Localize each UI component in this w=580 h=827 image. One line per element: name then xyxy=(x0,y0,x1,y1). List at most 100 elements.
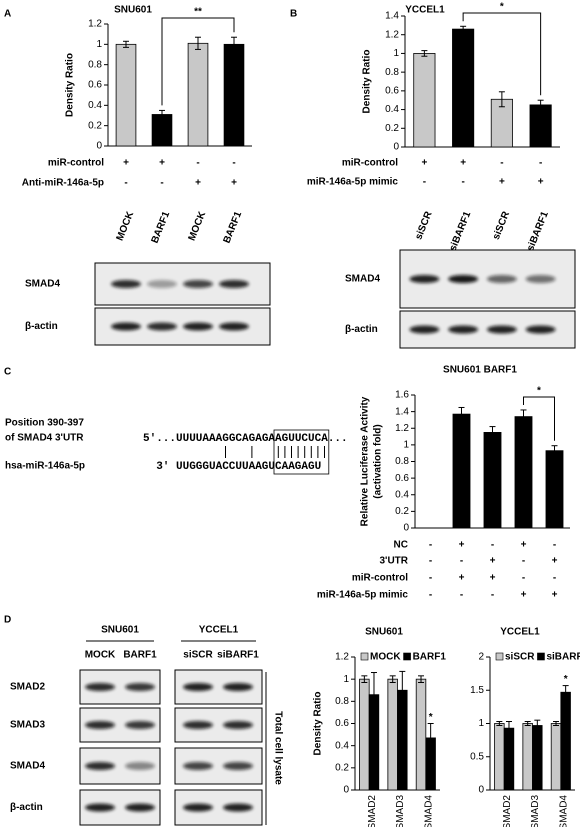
condition-sign: + xyxy=(552,556,558,567)
blot-band xyxy=(85,721,115,729)
condition-sign: - xyxy=(461,177,464,188)
bar xyxy=(223,43,245,147)
x-tick-label: SMAD2 xyxy=(367,795,378,827)
significance-label: * xyxy=(500,2,504,13)
blot-band xyxy=(409,275,440,283)
blot-band xyxy=(223,721,253,729)
condition-sign: + xyxy=(195,178,201,189)
condition-label: miR-146a-5p mimic xyxy=(307,177,399,188)
blot-group-label: YCCEL1 xyxy=(199,625,239,636)
lane-label: BARF1 xyxy=(123,650,157,661)
mirna-sequence: 3' UUGGGUACCUUAAGUCAAGAGU xyxy=(156,461,321,473)
condition-sign: - xyxy=(491,540,494,551)
blot-row-label: β-actin xyxy=(25,321,58,332)
y-tick-label: 1.6 xyxy=(395,390,409,401)
y-tick-label: 0 xyxy=(393,142,399,153)
legend-swatch xyxy=(537,652,545,661)
condition-sign: - xyxy=(553,540,556,551)
bar xyxy=(387,678,398,791)
x-tick-label: SMAD4 xyxy=(423,795,434,827)
y-tick-label: 1 xyxy=(403,440,409,451)
y-tick-label: 0.5 xyxy=(470,751,484,762)
blot-band xyxy=(125,721,155,729)
seed-box xyxy=(273,429,330,475)
condition-sign: + xyxy=(552,590,558,601)
condition-sign: + xyxy=(490,556,496,567)
y-axis-label: Relative Luciferase Activity xyxy=(360,396,371,526)
y-tick-label: 0.6 xyxy=(88,80,102,91)
blot-row-label: β-actin xyxy=(345,324,378,335)
condition-sign: + xyxy=(459,540,465,551)
blot-band xyxy=(183,280,213,288)
blot-band xyxy=(125,683,155,691)
blot-band xyxy=(85,803,115,812)
condition-sign: - xyxy=(460,556,463,567)
mirna-name: hsa-miR-146a-5p xyxy=(5,461,85,472)
y-tick-label: 1.2 xyxy=(335,652,349,663)
blot-band xyxy=(219,280,249,288)
y-tick-label: 0.6 xyxy=(335,718,349,729)
condition-sign: + xyxy=(521,540,527,551)
y-tick-label: 0.2 xyxy=(335,762,349,773)
condition-sign: - xyxy=(429,556,432,567)
significance-label: * xyxy=(537,386,541,397)
y-tick-label: 0.6 xyxy=(385,85,399,96)
bar xyxy=(503,727,515,791)
condition-label: miR-146a-5p mimic xyxy=(317,590,409,601)
bar xyxy=(151,114,173,147)
bar xyxy=(494,723,505,791)
y-tick-label: 1.5 xyxy=(470,685,484,696)
x-tick-label: SMAD3 xyxy=(530,795,541,827)
condition-sign: - xyxy=(196,158,199,169)
blot-band xyxy=(125,762,155,770)
condition-label: miR-control xyxy=(48,158,104,169)
panel-label: B xyxy=(290,9,297,20)
condition-sign: + xyxy=(460,158,466,169)
blot-band xyxy=(223,683,253,691)
y-tick-label: 1.2 xyxy=(385,29,399,40)
x-tick-label: SMAD3 xyxy=(395,795,406,827)
condition-sign: - xyxy=(522,573,525,584)
significance-bracket xyxy=(462,12,542,96)
sequence-caption: Position 390-397 xyxy=(5,418,84,429)
condition-sign: - xyxy=(124,178,127,189)
condition-sign: + xyxy=(459,573,465,584)
legend-label: BARF1 xyxy=(413,652,447,663)
legend-label: MOCK xyxy=(370,652,401,663)
y-tick-label: 1 xyxy=(343,674,349,685)
chart-title: YCCEL1 xyxy=(405,5,445,16)
legend-swatch xyxy=(495,652,504,661)
chart-title: SNU601 xyxy=(365,627,403,638)
bar xyxy=(550,723,562,791)
lane-label: siSCR xyxy=(183,650,213,661)
y-tick-label: 0.2 xyxy=(88,120,102,131)
y-tick-label: 0.6 xyxy=(395,473,409,484)
y-tick-label: 0 xyxy=(403,523,409,534)
condition-label: miR-control xyxy=(352,573,408,584)
blot-band xyxy=(85,762,115,770)
blot-band xyxy=(111,322,141,331)
condition-sign: - xyxy=(429,590,432,601)
blot-group-label: SNU601 xyxy=(101,625,139,636)
condition-sign: - xyxy=(429,573,432,584)
condition-sign: - xyxy=(460,590,463,601)
y-tick-label: 0 xyxy=(343,785,349,796)
blot-band xyxy=(486,275,517,283)
significance-bracket xyxy=(523,396,555,441)
blot-row-label: SMAD4 xyxy=(345,274,380,285)
y-tick-label: 1.4 xyxy=(385,11,399,22)
condition-sign: - xyxy=(500,158,503,169)
condition-sign: + xyxy=(123,158,129,169)
blot-row-label: SMAD2 xyxy=(10,682,45,693)
y-tick-label: 0.4 xyxy=(335,740,349,751)
condition-sign: + xyxy=(231,178,237,189)
y-tick-label: 1.2 xyxy=(88,19,102,30)
bar xyxy=(529,104,552,148)
blot-row-label: SMAD4 xyxy=(25,279,60,290)
bar xyxy=(359,678,370,791)
significance-label: ** xyxy=(194,7,202,18)
side-label: Total cell lysate xyxy=(272,711,283,785)
blot-band xyxy=(183,762,213,770)
y-tick-label: 1.4 xyxy=(395,406,409,417)
